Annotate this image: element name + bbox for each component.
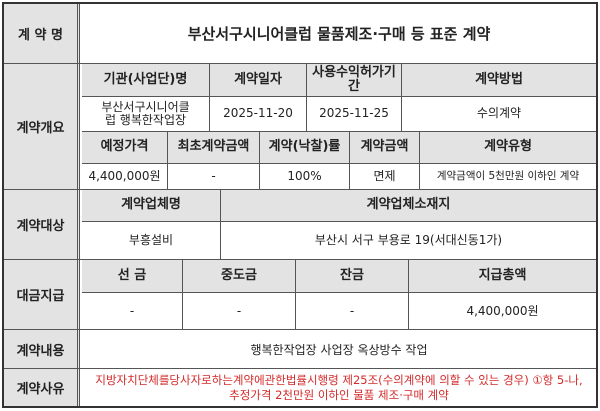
date-value: 2025-11-20 (210, 97, 307, 131)
header-balance: 잔금 (296, 260, 409, 292)
reason-value: 지방자치단체를당사자로하는계약에관한법률시행령 제25조(수의계약에 의할 수 … (95, 372, 583, 402)
target-label: 계약대상 (4, 190, 80, 259)
header-initial-amount: 최초계약금액 (168, 132, 260, 163)
rate-value: 100% (260, 164, 350, 190)
estimated-price-value: 4,400,000원 (82, 164, 168, 190)
header-method: 계약방법 (402, 64, 596, 96)
header-company: 계약업체명 (82, 190, 221, 221)
header-type: 계약유형 (420, 132, 596, 163)
amount-value: 면제 (350, 164, 420, 190)
interim-value: - (183, 293, 296, 330)
contract-name-value: 부산서구시니어클럽 물품제조·구매 등 표준 계약 (187, 25, 491, 43)
contract-name-label: 계 약 명 (4, 4, 80, 63)
org-value: 부산서구시니어클럽 행복한작업장 (82, 97, 210, 131)
content-label: 계약내용 (4, 330, 80, 368)
payment-section: 대금지급 선 금 중도금 잔금 지급총액 - - - 4,400,000원 (4, 260, 596, 330)
advance-value: - (82, 293, 183, 330)
header-total: 지급총액 (409, 260, 596, 292)
header-rate: 계약(낙찰)률 (260, 132, 350, 163)
content-section: 계약내용 행복한작업장 사업장 옥상방수 작업 (4, 330, 596, 369)
address-value: 부산시 서구 부용로 19(서대신동1가) (314, 233, 503, 248)
header-amount: 계약금액 (350, 132, 420, 163)
reason-label: 계약사유 (4, 369, 80, 406)
header-interim: 중도금 (183, 260, 296, 292)
reason-section: 계약사유 지방자치단체를당사자로하는계약에관한법률시행령 제25조(수의계약에 … (4, 369, 596, 406)
header-estimated-price: 예정가격 (82, 132, 168, 163)
content-value: 행복한작업장 사업장 옥상방수 작업 (250, 342, 428, 357)
company-value: 부흥설비 (82, 222, 221, 260)
period-value: 2025-11-25 (307, 97, 402, 131)
header-advance: 선 금 (82, 260, 183, 292)
target-section: 계약대상 계약업체명 계약업체소재지 부흥설비 부산시 서구 부용로 19(서대… (4, 190, 596, 260)
type-value: 계약금액이 5천만원 이하인 계약 (436, 170, 580, 183)
method-value: 수의계약 (476, 106, 522, 121)
header-period: 사용수익허가기간 (307, 64, 402, 96)
overview-label: 계약개요 (4, 64, 80, 189)
payment-label: 대금지급 (4, 260, 80, 329)
contract-name-section: 계 약 명 부산서구시니어클럽 물품제조·구매 등 표준 계약 (4, 4, 596, 64)
initial-amount-value: - (168, 164, 260, 190)
overview-section: 계약개요 기관(사업단)명 계약일자 사용수익허가기간 계약방법 부산서구시니어… (4, 64, 596, 190)
total-value: 4,400,000원 (466, 303, 539, 318)
header-address: 계약업체소재지 (221, 190, 596, 221)
balance-value: - (296, 293, 409, 330)
header-date: 계약일자 (210, 64, 307, 96)
header-org: 기관(사업단)명 (82, 64, 210, 96)
